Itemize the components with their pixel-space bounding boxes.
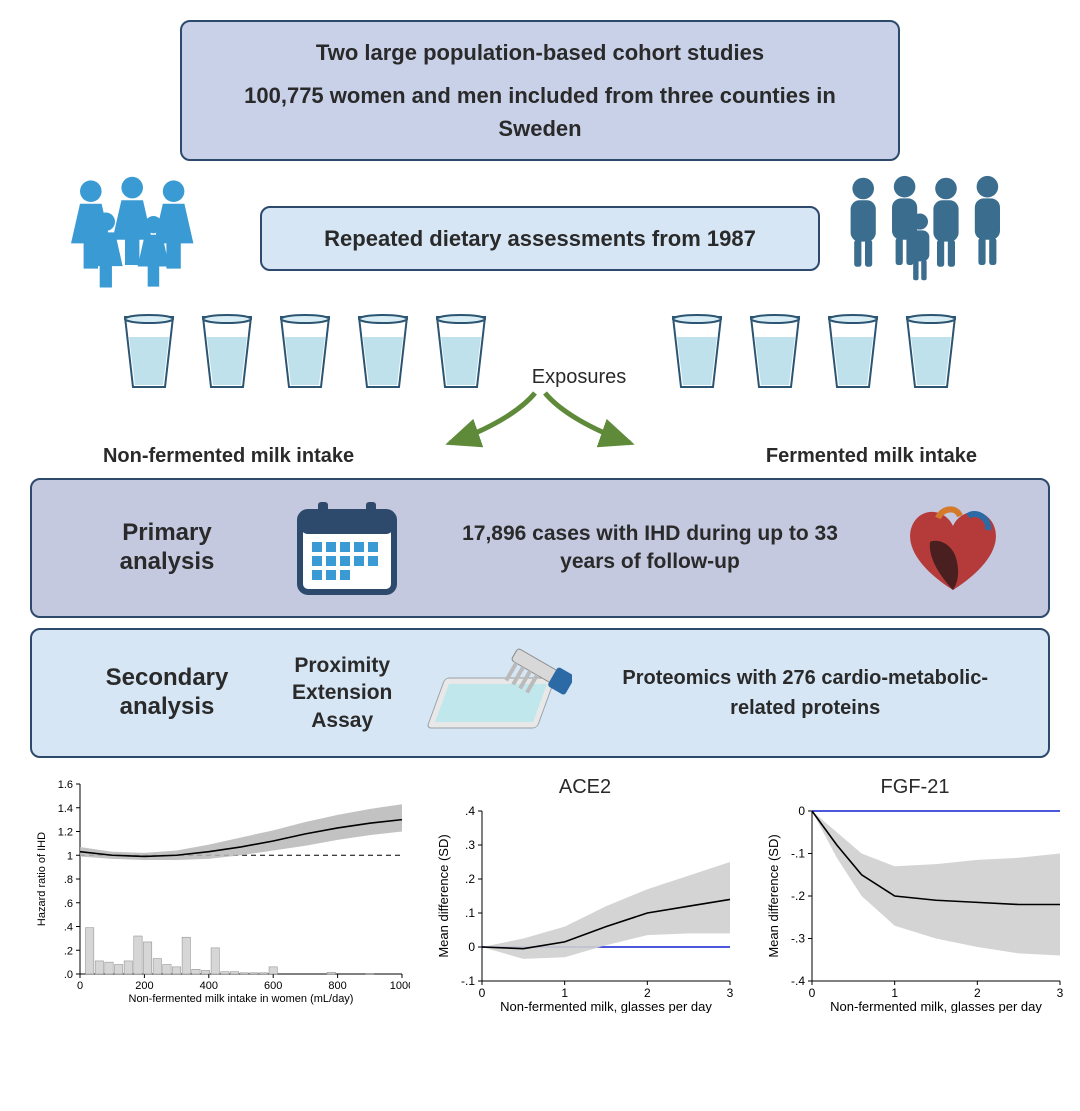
svg-text:200: 200 xyxy=(135,980,153,992)
dietary-row: Repeated dietary assessments from 1987 xyxy=(30,173,1050,303)
svg-text:-.3: -.3 xyxy=(791,932,805,946)
chart-hr: .0 .2 .4 .6 .8 1 1.2 1.4 1.6 0 200 400 600 800 1000 Non… xyxy=(30,776,410,1011)
svg-text:0: 0 xyxy=(809,986,816,1000)
svg-text:800: 800 xyxy=(328,980,346,992)
cohort-box: Two large population-based cohort studie… xyxy=(180,20,900,161)
chart-fgf21-title: FGF-21 xyxy=(760,776,1070,799)
non-fermented-label: Non-fermented milk intake xyxy=(103,445,354,468)
svg-text:0: 0 xyxy=(798,804,805,818)
chart-ace2: ACE2 -.1 0 .1 .2 .3 .4 0 1 2 3 Non-fermented milk,… xyxy=(430,776,740,1018)
dietary-text: Repeated dietary assessments from 1987 xyxy=(324,226,756,251)
svg-text:.4: .4 xyxy=(64,922,73,934)
svg-text:.2: .2 xyxy=(465,872,475,886)
svg-text:1000: 1000 xyxy=(390,980,410,992)
svg-text:.1: .1 xyxy=(465,906,475,920)
svg-text:.6: .6 xyxy=(64,898,73,910)
svg-text:0: 0 xyxy=(77,980,83,992)
chart-fgf21-svg: -.4 -.3 -.2 -.1 0 0 1 2 3 Non-fermented milk, gla… xyxy=(760,803,1070,1013)
glass-icon xyxy=(745,313,805,391)
chart-hr-svg: .0 .2 .4 .6 .8 1 1.2 1.4 1.6 0 200 400 600 800 1000 Non… xyxy=(30,776,410,1006)
svg-text:400: 400 xyxy=(200,980,218,992)
svg-text:.3: .3 xyxy=(465,838,475,852)
glass-icon xyxy=(197,313,257,391)
charts-row: .0.2.4.6.811.21.41.602004006008001000Non… xyxy=(30,776,1050,1018)
svg-text:2: 2 xyxy=(974,986,981,1000)
svg-text:-.2: -.2 xyxy=(791,889,805,903)
svg-text:1.4: 1.4 xyxy=(58,803,73,815)
glass-icon xyxy=(667,313,727,391)
svg-text:Non-fermented milk intake in w: Non-fermented milk intake in women (mL/d… xyxy=(129,993,354,1005)
svg-text:3: 3 xyxy=(727,986,734,1000)
svg-text:Mean difference (SD): Mean difference (SD) xyxy=(766,834,781,957)
svg-text:1: 1 xyxy=(561,986,568,1000)
svg-text:1.2: 1.2 xyxy=(58,827,73,839)
secondary-box: Secondary analysis Proximity Extension A… xyxy=(30,628,1050,758)
dietary-box: Repeated dietary assessments from 1987 xyxy=(260,206,820,271)
svg-text:3: 3 xyxy=(1057,986,1064,1000)
glasses-row: Exposures xyxy=(30,313,1050,391)
svg-text:600: 600 xyxy=(264,980,282,992)
women-icon xyxy=(62,173,242,303)
chart-ace2-title: ACE2 xyxy=(430,776,740,799)
primary-text: 17,896 cases with IHD during up to 33 ye… xyxy=(432,520,868,577)
secondary-title: Secondary analysis xyxy=(72,664,262,722)
glass-icon xyxy=(431,313,491,391)
svg-text:-.1: -.1 xyxy=(461,974,475,988)
assay-plate-icon xyxy=(422,648,572,738)
svg-text:-.4: -.4 xyxy=(791,974,805,988)
glass-icon xyxy=(823,313,883,391)
cohort-line-1: Two large population-based cohort studie… xyxy=(210,36,870,69)
chart-ace2-svg: -.1 0 .1 .2 .3 .4 0 1 2 3 Non-fermented milk, glas… xyxy=(430,803,740,1013)
fermented-label: Fermented milk intake xyxy=(766,445,977,468)
svg-text:Mean difference (SD): Mean difference (SD) xyxy=(436,834,451,957)
svg-text:.8: .8 xyxy=(64,874,73,886)
svg-text:Hazard ratio of IHD: Hazard ratio of IHD xyxy=(36,832,48,926)
svg-text:.4: .4 xyxy=(465,804,475,818)
svg-text:0: 0 xyxy=(479,986,486,1000)
svg-text:Non-fermented milk, glasses pe: Non-fermented milk, glasses per day xyxy=(500,999,712,1013)
svg-text:1: 1 xyxy=(67,850,73,862)
secondary-text: Proteomics with 276 cardio-metabolic-rel… xyxy=(602,663,1008,723)
primary-title: Primary analysis xyxy=(72,519,262,577)
heart-icon xyxy=(898,498,1008,598)
svg-text:.0: .0 xyxy=(64,969,73,981)
calendar-icon xyxy=(292,498,402,598)
glass-icon xyxy=(353,313,413,391)
exposures-label: Exposures xyxy=(532,366,627,388)
svg-text:2: 2 xyxy=(644,986,651,1000)
glass-icon xyxy=(901,313,961,391)
svg-text:1: 1 xyxy=(891,986,898,1000)
exposure-labels: Non-fermented milk intake Fermented milk… xyxy=(30,445,1050,468)
primary-box: Primary analysis 17,896 cases with IHD d… xyxy=(30,478,1050,618)
svg-text:.2: .2 xyxy=(64,945,73,957)
svg-text:1.6: 1.6 xyxy=(58,779,73,791)
svg-text:-.1: -.1 xyxy=(791,847,805,861)
men-icon xyxy=(838,173,1018,303)
glass-icon xyxy=(119,313,179,391)
svg-text:0: 0 xyxy=(468,940,475,954)
svg-text:Non-fermented milk, glasses pe: Non-fermented milk, glasses per day xyxy=(830,999,1042,1013)
pea-acronym: Proximity Extension Assay xyxy=(292,652,392,734)
chart-fgf21: FGF-21 -.4 -.3 -.2 -.1 0 0 1 2 3 Non-fermented mi… xyxy=(760,776,1070,1018)
cohort-line-2: 100,775 women and men included from thre… xyxy=(210,79,870,145)
exposure-arrows xyxy=(410,391,670,451)
glass-icon xyxy=(275,313,335,391)
